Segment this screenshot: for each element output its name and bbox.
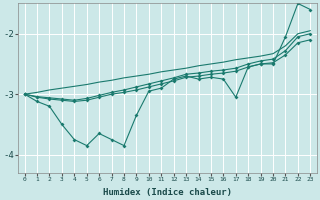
X-axis label: Humidex (Indice chaleur): Humidex (Indice chaleur) [103,188,232,197]
